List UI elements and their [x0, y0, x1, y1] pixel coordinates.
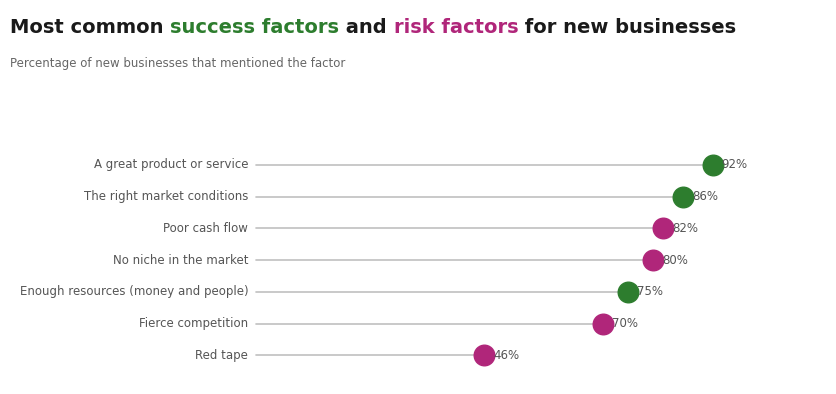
Point	[621, 289, 635, 295]
Text: 82%: 82%	[672, 222, 698, 235]
Point	[477, 352, 491, 359]
Text: success factors: success factors	[171, 18, 339, 37]
Text: for new businesses: for new businesses	[518, 18, 737, 37]
Text: 80%: 80%	[662, 254, 688, 266]
Point	[656, 225, 670, 231]
Text: Enough resources (money and people): Enough resources (money and people)	[20, 285, 248, 298]
Point	[597, 320, 610, 327]
Text: No niche in the market: No niche in the market	[113, 254, 248, 266]
Text: risk factors: risk factors	[394, 18, 518, 37]
Text: 86%: 86%	[692, 190, 718, 203]
Text: Fierce competition: Fierce competition	[139, 317, 248, 330]
Point	[646, 257, 660, 263]
Text: 46%: 46%	[493, 349, 519, 362]
Text: Poor cash flow: Poor cash flow	[164, 222, 248, 235]
Point	[676, 193, 690, 200]
Point	[706, 162, 719, 168]
Text: 75%: 75%	[637, 285, 663, 298]
Text: and: and	[339, 18, 394, 37]
Text: 70%: 70%	[612, 317, 639, 330]
Text: 92%: 92%	[721, 158, 747, 171]
Text: Percentage of new businesses that mentioned the factor: Percentage of new businesses that mentio…	[10, 57, 345, 70]
Text: Red tape: Red tape	[196, 349, 248, 362]
Text: Most common: Most common	[10, 18, 171, 37]
Text: The right market conditions: The right market conditions	[84, 190, 248, 203]
Text: A great product or service: A great product or service	[94, 158, 248, 171]
